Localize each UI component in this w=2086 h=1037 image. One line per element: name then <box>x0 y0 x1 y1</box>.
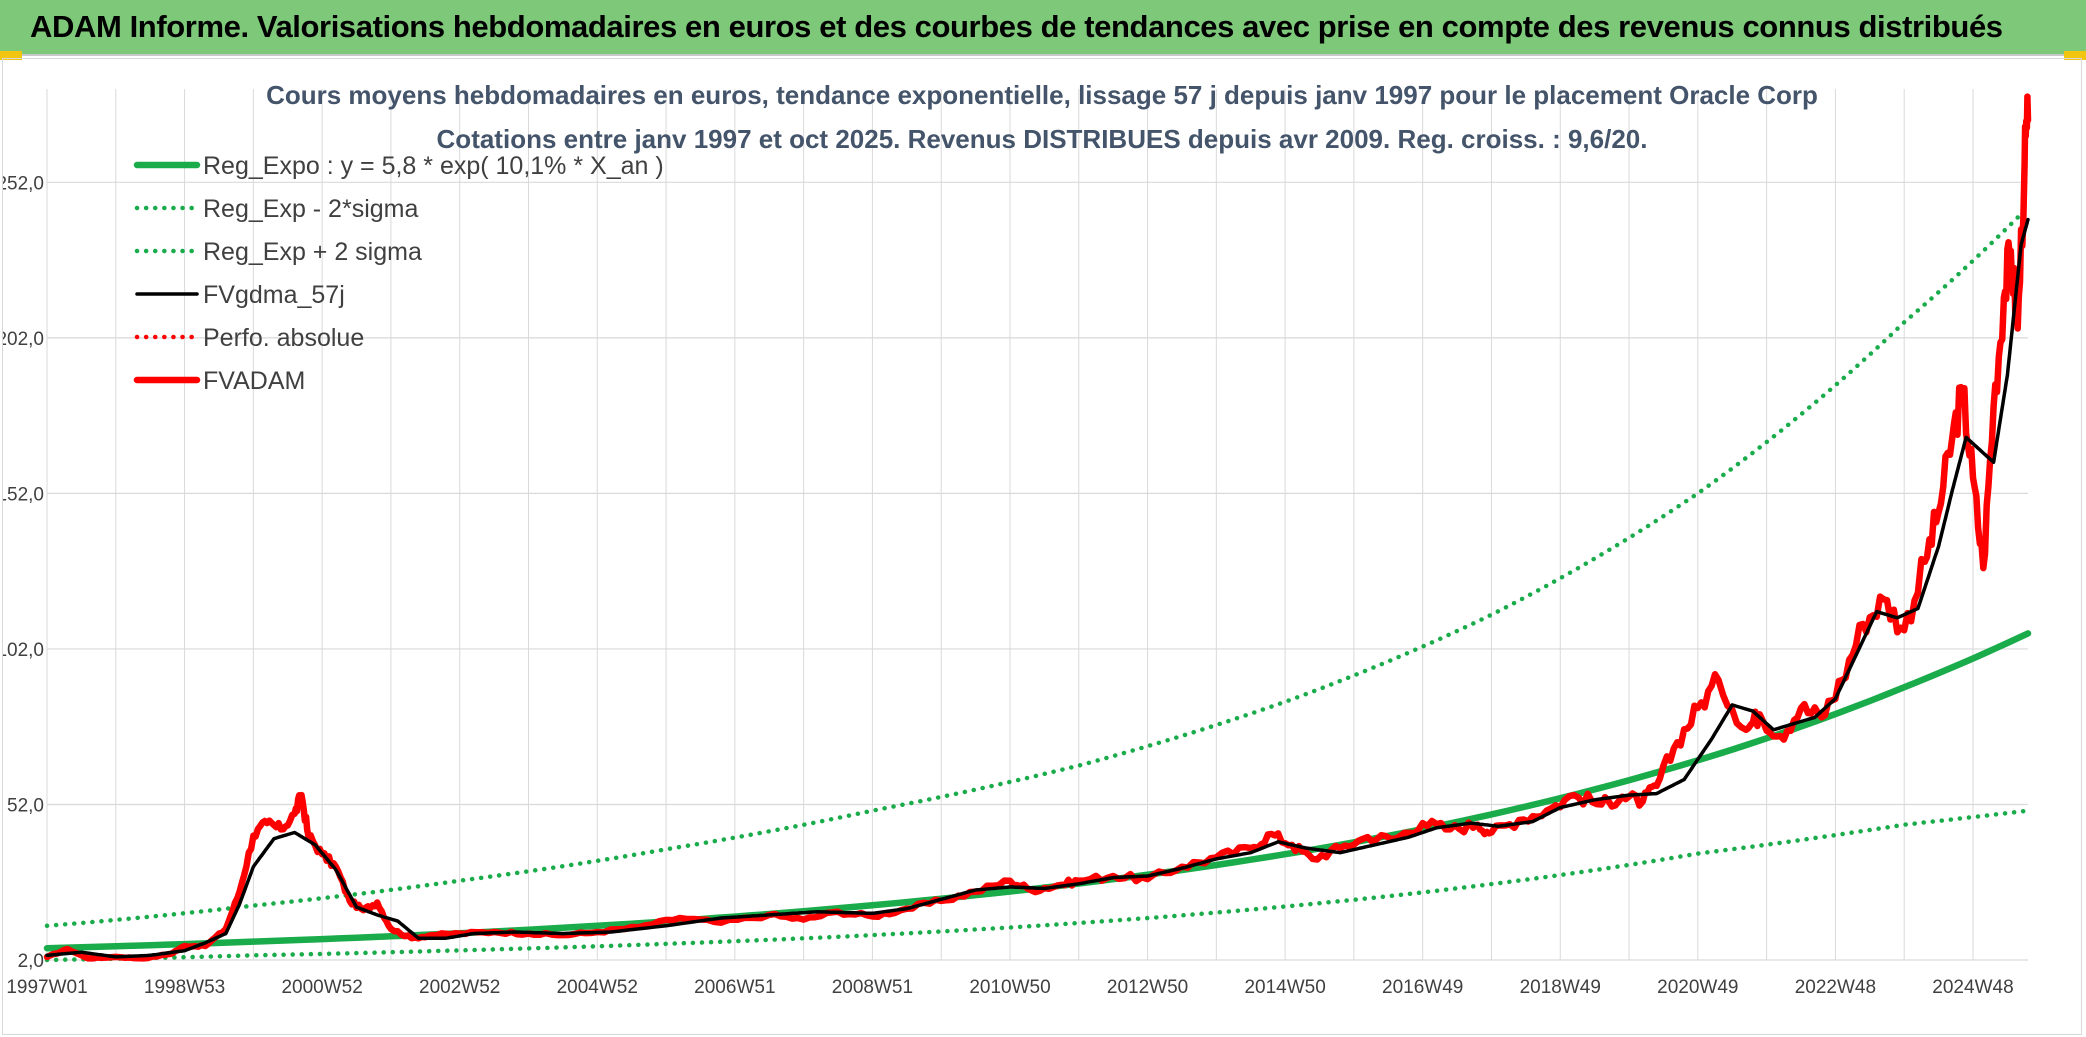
series-lines <box>43 93 2032 963</box>
banner-title: ADAM Informe. Valorisations hebdomadaire… <box>30 9 2003 44</box>
y-tick-label: 102,0 <box>3 640 44 661</box>
x-tick-label: 2022W48 <box>1795 977 1876 998</box>
y-tick-label: 52,0 <box>7 795 44 816</box>
chart-canvas: 2,0 52,0 102,0 152,0 202,0 252,0 1997W01 1998W… <box>3 80 2032 998</box>
y-tick-label: 202,0 <box>3 329 44 350</box>
x-tick-label: 2002W52 <box>419 977 500 998</box>
legend-label: Perfo. absolue <box>203 324 364 352</box>
regression-line <box>43 630 2032 952</box>
legend-label: Reg_Exp - 2*sigma <box>203 195 418 223</box>
y-axis-ticks: 2,0 52,0 102,0 152,0 202,0 252,0 <box>3 173 44 972</box>
x-tick-label: 2020W49 <box>1657 977 1738 998</box>
x-tick-label: 2024W48 <box>1932 977 2013 998</box>
x-tick-label: 2010W50 <box>969 977 1050 998</box>
vertical-gridlines <box>46 89 1974 960</box>
x-tick-label: 1997W01 <box>6 977 87 998</box>
legend-label: FVADAM <box>203 367 305 395</box>
chart-frame: 2,0 52,0 102,0 152,0 202,0 252,0 1997W01 1998W… <box>2 58 2082 1035</box>
horizontal-gridlines <box>47 181 2028 961</box>
upper-band-line <box>44 204 2031 929</box>
x-tick-label: 2000W52 <box>281 977 362 998</box>
fvadam-price-line <box>43 93 2032 962</box>
x-tick-label: 2018W49 <box>1520 977 1601 998</box>
lower-band-line <box>44 808 2031 963</box>
y-tick-label: 252,0 <box>3 173 44 194</box>
x-tick-label: 2012W50 <box>1107 977 1188 998</box>
x-tick-label: 2006W51 <box>694 977 775 998</box>
y-tick-label: 2,0 <box>18 951 44 972</box>
x-tick-label: 2016W49 <box>1382 977 1463 998</box>
legend-label: FVgdma_57j <box>203 281 345 309</box>
moving-average-line <box>45 217 2030 959</box>
chart-title: Cours moyens hebdomadaires en euros, ten… <box>266 80 1818 110</box>
x-tick-label: 1998W53 <box>144 977 225 998</box>
corner-marker-right <box>2064 51 2086 60</box>
x-axis-ticks: 1997W01 1998W53 2000W52 2002W52 2004W52 2006W… <box>6 977 2013 998</box>
report-banner: ADAM Informe. Valorisations hebdomadaire… <box>0 0 2086 56</box>
chart-legend: Reg_Expo : y = 5,8 * exp( 10,1% * X_an )… <box>133 152 664 395</box>
x-tick-label: 2004W52 <box>557 977 638 998</box>
chart-subtitle: Cotations entre janv 1997 et oct 2025. R… <box>437 124 1648 154</box>
legend-label: Reg_Expo : y = 5,8 * exp( 10,1% * X_an ) <box>203 152 664 180</box>
y-tick-label: 152,0 <box>3 484 44 505</box>
x-tick-label: 2008W51 <box>832 977 913 998</box>
legend-label: Reg_Exp + 2 sigma <box>203 238 422 266</box>
corner-marker-left <box>0 51 22 60</box>
x-tick-label: 2014W50 <box>1244 977 1325 998</box>
